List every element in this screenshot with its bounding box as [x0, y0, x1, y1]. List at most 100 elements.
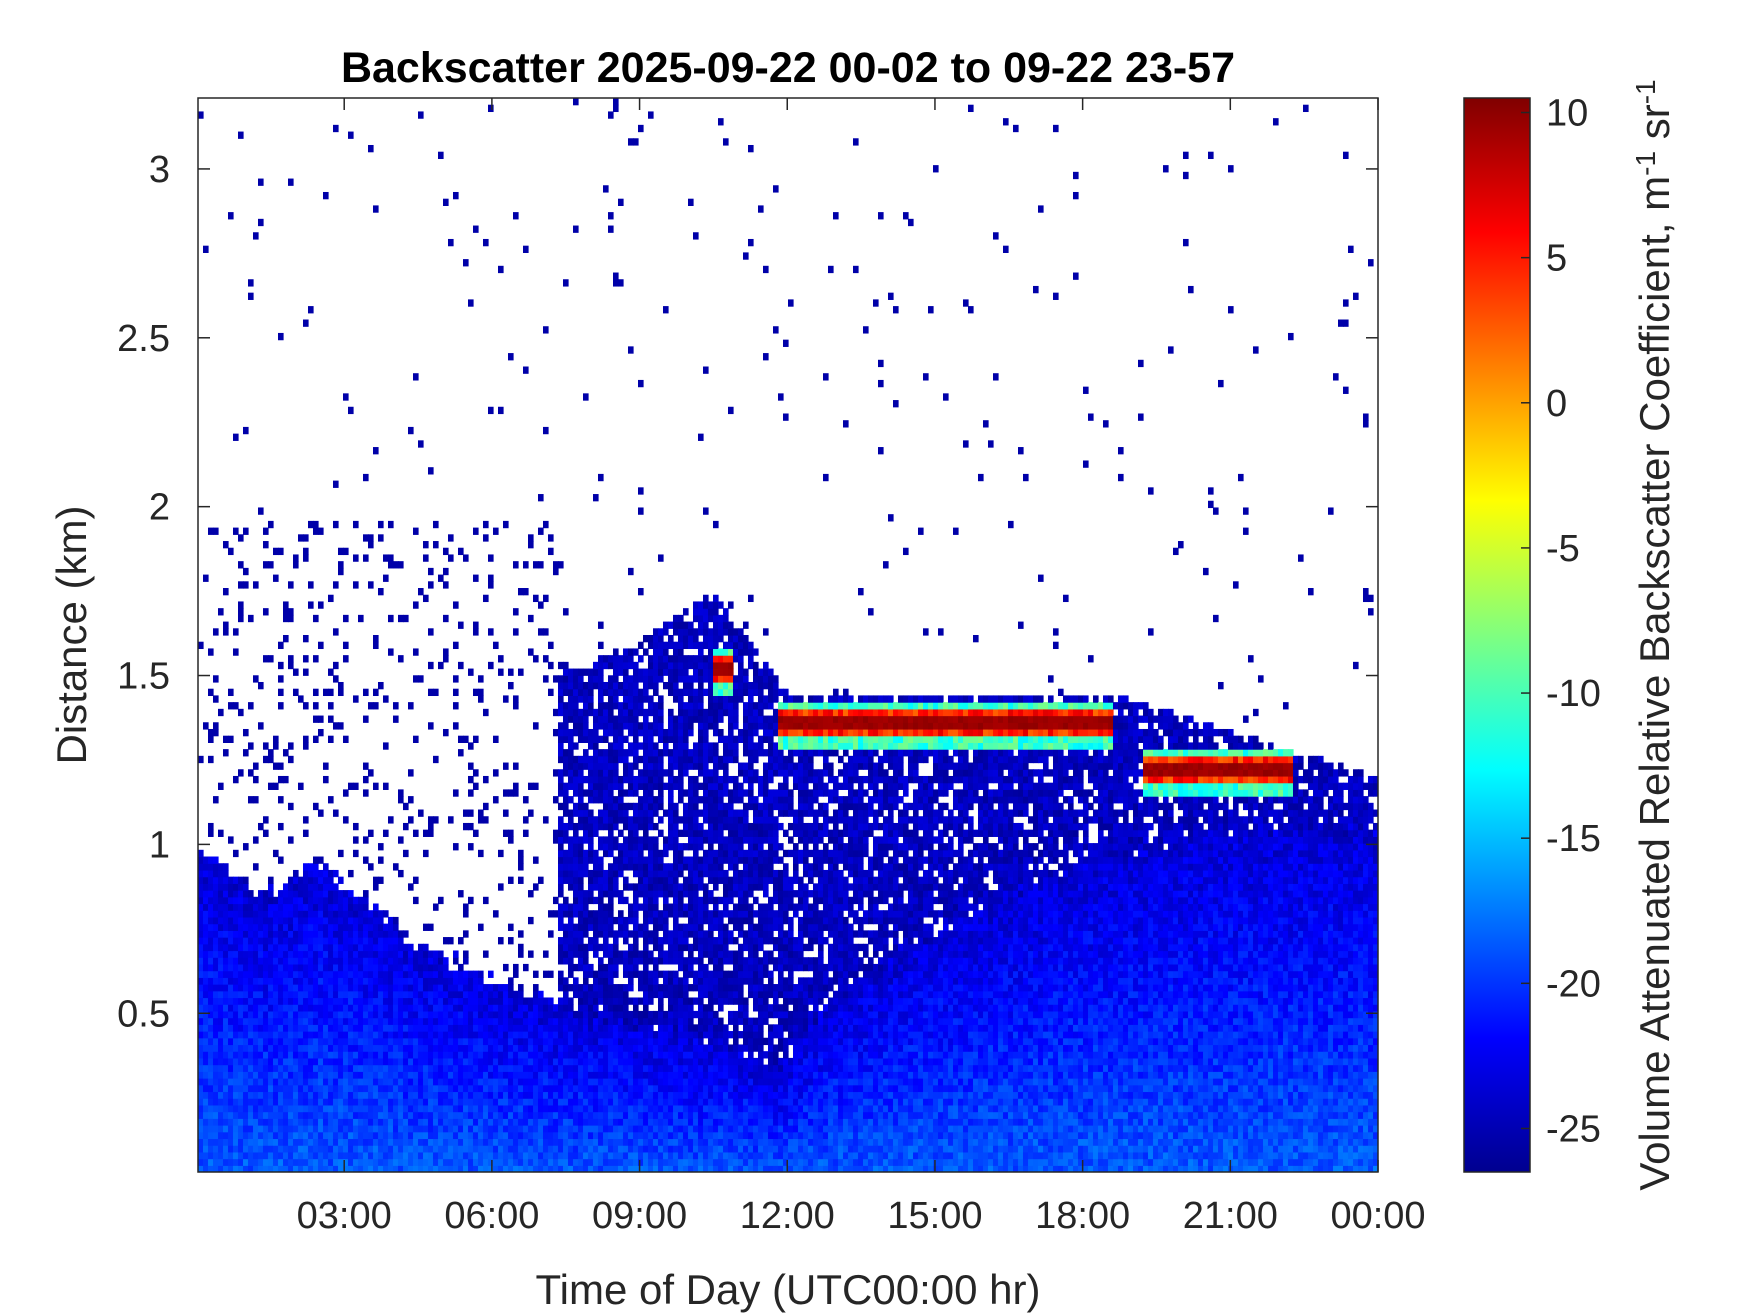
heatmap-cell — [603, 930, 609, 938]
heatmap-cell — [438, 1004, 444, 1012]
heatmap-cell — [518, 1078, 524, 1086]
heatmap-cell — [578, 1084, 584, 1093]
heatmap-cell — [628, 702, 634, 710]
heatmap-cell — [618, 661, 624, 670]
heatmap-cell — [603, 916, 609, 925]
heatmap-cell — [593, 1078, 599, 1086]
heatmap-cell — [453, 1138, 459, 1146]
heatmap-cell — [643, 910, 649, 918]
heatmap-cell — [568, 809, 574, 817]
heatmap-cell — [608, 950, 614, 958]
heatmap-cell — [328, 1017, 334, 1025]
heatmap-cell — [263, 910, 269, 918]
heatmap-cell — [558, 822, 564, 831]
heatmap-cell — [558, 816, 564, 824]
heatmap-cell — [313, 1111, 319, 1119]
heatmap-cell — [638, 1064, 644, 1072]
heatmap-cell — [263, 1111, 269, 1119]
heatmap-cell — [643, 695, 649, 703]
heatmap-cell — [293, 1064, 299, 1072]
heatmap-cell — [278, 1138, 284, 1146]
heatmap-cell — [258, 937, 264, 945]
heatmap-cell — [283, 1131, 289, 1140]
heatmap-cell — [678, 849, 684, 858]
heatmap-cell — [678, 635, 684, 643]
heatmap-cell — [333, 930, 339, 938]
heatmap-cell — [523, 245, 529, 253]
heatmap-cell — [243, 923, 249, 931]
heatmap-cell — [618, 910, 624, 918]
heatmap-cell — [363, 930, 369, 938]
heatmap-cell — [658, 1017, 664, 1025]
heatmap-cell — [278, 1057, 284, 1066]
heatmap-cell — [418, 1091, 424, 1099]
heatmap-cell — [493, 1051, 499, 1059]
heatmap-cell — [443, 1024, 449, 1032]
heatmap-cell — [263, 1138, 269, 1146]
heatmap-cell — [463, 1145, 469, 1153]
heatmap-cell — [683, 890, 689, 898]
heatmap-cell — [628, 346, 634, 354]
heatmap-cell — [388, 977, 394, 985]
heatmap-cell — [438, 1111, 444, 1119]
heatmap-cell — [338, 984, 344, 992]
heatmap-cell — [338, 681, 344, 690]
heatmap-cell — [543, 594, 549, 603]
heatmap-cell — [218, 923, 224, 931]
heatmap-cell — [458, 1024, 464, 1032]
heatmap-cell — [333, 809, 339, 817]
heatmap-cell — [213, 997, 219, 1005]
heatmap-cell — [528, 809, 534, 817]
heatmap-cell — [633, 688, 639, 697]
heatmap-cell — [573, 1078, 579, 1086]
heatmap-cell — [678, 755, 684, 764]
heatmap-cell — [678, 943, 684, 952]
heatmap-cell — [208, 1145, 214, 1153]
heatmap-cell — [608, 1145, 614, 1153]
heatmap-cell — [333, 984, 339, 992]
heatmap-cell — [528, 1091, 534, 1099]
heatmap-cell — [583, 789, 589, 797]
heatmap-cell — [633, 742, 639, 750]
heatmap-cell — [388, 614, 394, 623]
heatmap-cell — [593, 816, 599, 824]
heatmap-cell — [573, 1131, 579, 1140]
heatmap-cell — [518, 1151, 524, 1160]
heatmap-cell — [238, 1111, 244, 1119]
heatmap-cell — [613, 1125, 619, 1133]
heatmap-cell — [373, 1010, 379, 1019]
heatmap-cell — [508, 1024, 514, 1032]
heatmap-cell — [468, 1057, 474, 1066]
heatmap-cell — [203, 1057, 209, 1066]
heatmap-cell — [268, 1078, 274, 1086]
heatmap-cell — [408, 1064, 414, 1072]
heatmap-cell — [263, 1145, 269, 1153]
heatmap-cell — [198, 1017, 204, 1025]
heatmap-cell — [278, 916, 284, 925]
heatmap-cell — [513, 1064, 519, 1072]
heatmap-cell — [323, 1091, 329, 1099]
heatmap-cell — [393, 1151, 399, 1160]
heatmap-cell — [438, 1010, 444, 1019]
heatmap-cell — [673, 661, 679, 670]
heatmap-cell — [278, 943, 284, 952]
heatmap-cell — [448, 816, 454, 824]
heatmap-cell — [278, 1024, 284, 1032]
heatmap-cell — [508, 836, 514, 844]
heatmap-cell — [313, 923, 319, 931]
heatmap-cell — [598, 1051, 604, 1059]
heatmap-cell — [318, 856, 324, 864]
heatmap-cell — [628, 688, 634, 697]
heatmap-cell — [398, 1104, 404, 1113]
heatmap-cell — [418, 1078, 424, 1086]
heatmap-cell — [343, 990, 349, 999]
heatmap-cell — [263, 1125, 269, 1133]
heatmap-cell — [243, 1084, 249, 1093]
heatmap-cell — [223, 896, 229, 905]
heatmap-cell — [648, 1165, 654, 1172]
heatmap-cell — [448, 1017, 454, 1025]
heatmap-cell — [333, 1051, 339, 1059]
heatmap-cell — [313, 655, 319, 663]
heatmap-cell — [663, 957, 669, 965]
heatmap-cell — [598, 715, 604, 723]
